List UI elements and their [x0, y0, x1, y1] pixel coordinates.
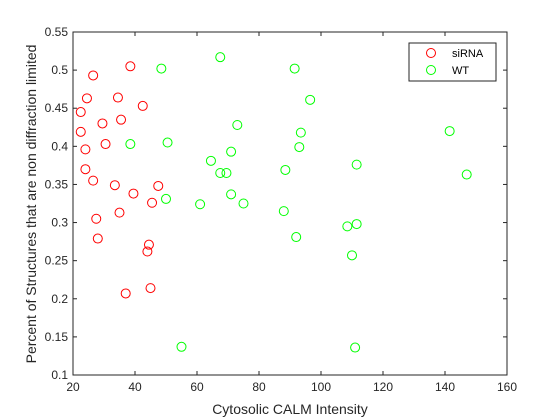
data-point-wt: [156, 63, 167, 74]
y-tick-label: 0.3: [51, 216, 68, 230]
legend-box: [408, 42, 497, 82]
data-point-wt: [305, 94, 316, 105]
y-axis-ticks: 0.1 0.15 0.2 0.25 0.3 0.35 0.4 0.45 0.5 0.55: [45, 25, 507, 382]
x-axis-title: Cytosolic CALM Intensity: [212, 401, 368, 417]
data-point-sirna: [145, 283, 156, 294]
data-point-wt: [226, 146, 237, 157]
data-point-sirna: [142, 246, 153, 257]
x-tick-label: 40: [128, 380, 142, 394]
data-point-sirna: [81, 93, 92, 104]
legend-marker-wt: [426, 65, 436, 75]
legend: siRNA WT: [408, 42, 497, 82]
y-tick-label: 0.5: [51, 63, 68, 77]
x-tick-label: 120: [373, 380, 393, 394]
data-point-sirna: [125, 61, 136, 72]
data-point-wt: [215, 168, 226, 179]
data-point-sirna: [80, 164, 91, 175]
y-tick-label: 0.45: [45, 101, 69, 115]
y-tick-label: 0.25: [45, 254, 69, 268]
data-point-wt: [351, 219, 362, 230]
data-point-sirna: [137, 100, 148, 111]
data-point-wt: [195, 199, 206, 210]
y-tick-label: 0.4: [51, 139, 68, 153]
data-point-wt: [347, 250, 357, 261]
data-point-wt: [176, 341, 187, 352]
data-point-sirna: [147, 197, 158, 208]
data-point-sirna: [92, 233, 103, 244]
data-point-sirna: [91, 213, 102, 224]
data-point-wt: [351, 159, 362, 170]
legend-label-sirna: siRNA: [452, 48, 484, 60]
data-point-sirna: [143, 239, 154, 250]
data-point-wt: [342, 221, 353, 232]
y-axis-title: Percent of Structures that are non diffr…: [23, 45, 39, 364]
data-point-wt: [350, 342, 361, 353]
legend-label-wt: WT: [452, 65, 469, 77]
data-point-wt: [294, 142, 305, 153]
data-point-wt: [221, 168, 232, 179]
data-point-wt: [278, 206, 289, 217]
data-point-sirna: [153, 180, 164, 191]
legend-marker-sirna: [426, 48, 436, 58]
data-point-sirna: [120, 288, 131, 299]
data-point-sirna: [114, 207, 125, 218]
y-tick-label: 0.1: [51, 368, 68, 382]
x-tick-label: 140: [435, 380, 455, 394]
data-point-wt: [289, 63, 300, 74]
data-point-sirna: [116, 114, 127, 125]
data-point-wt: [205, 155, 216, 166]
data-point-sirna: [75, 126, 86, 137]
data-point-wt: [291, 232, 302, 243]
data-point-sirna: [75, 107, 86, 118]
data-point-wt: [295, 127, 306, 138]
data-point-sirna: [80, 144, 91, 155]
data-point-wt: [232, 119, 243, 130]
data-point-wt: [215, 52, 226, 63]
y-tick-label: 0.15: [45, 330, 69, 344]
x-tick-label: 80: [252, 380, 266, 394]
data-point-sirna: [128, 188, 139, 199]
y-tick-label: 0.2: [51, 292, 68, 306]
x-tick-label: 20: [66, 380, 80, 394]
data-point-wt: [162, 137, 173, 148]
x-tick-label: 60: [190, 380, 204, 394]
x-tick-label: 100: [311, 380, 331, 394]
data-point-wt: [444, 126, 455, 137]
data-point-wt: [226, 189, 237, 200]
data-point-wt: [161, 193, 171, 204]
data-point-wt: [280, 164, 291, 175]
data-point-sirna: [109, 180, 120, 191]
y-tick-label: 0.55: [45, 25, 69, 39]
data-point-sirna: [88, 70, 99, 81]
data-point-sirna: [97, 118, 108, 129]
plot-area: [72, 31, 508, 376]
data-point-wt: [125, 139, 136, 150]
y-tick-label: 0.35: [45, 177, 69, 191]
data-point-wt: [238, 198, 249, 209]
x-axis-ticks: 20 40 60 80 100 120 140 160: [66, 32, 517, 394]
data-points: [75, 52, 472, 353]
data-point-sirna: [112, 92, 123, 103]
data-point-wt: [461, 169, 472, 180]
data-point-sirna: [88, 175, 99, 186]
data-point-sirna: [100, 139, 111, 150]
x-tick-label: 160: [497, 380, 517, 394]
